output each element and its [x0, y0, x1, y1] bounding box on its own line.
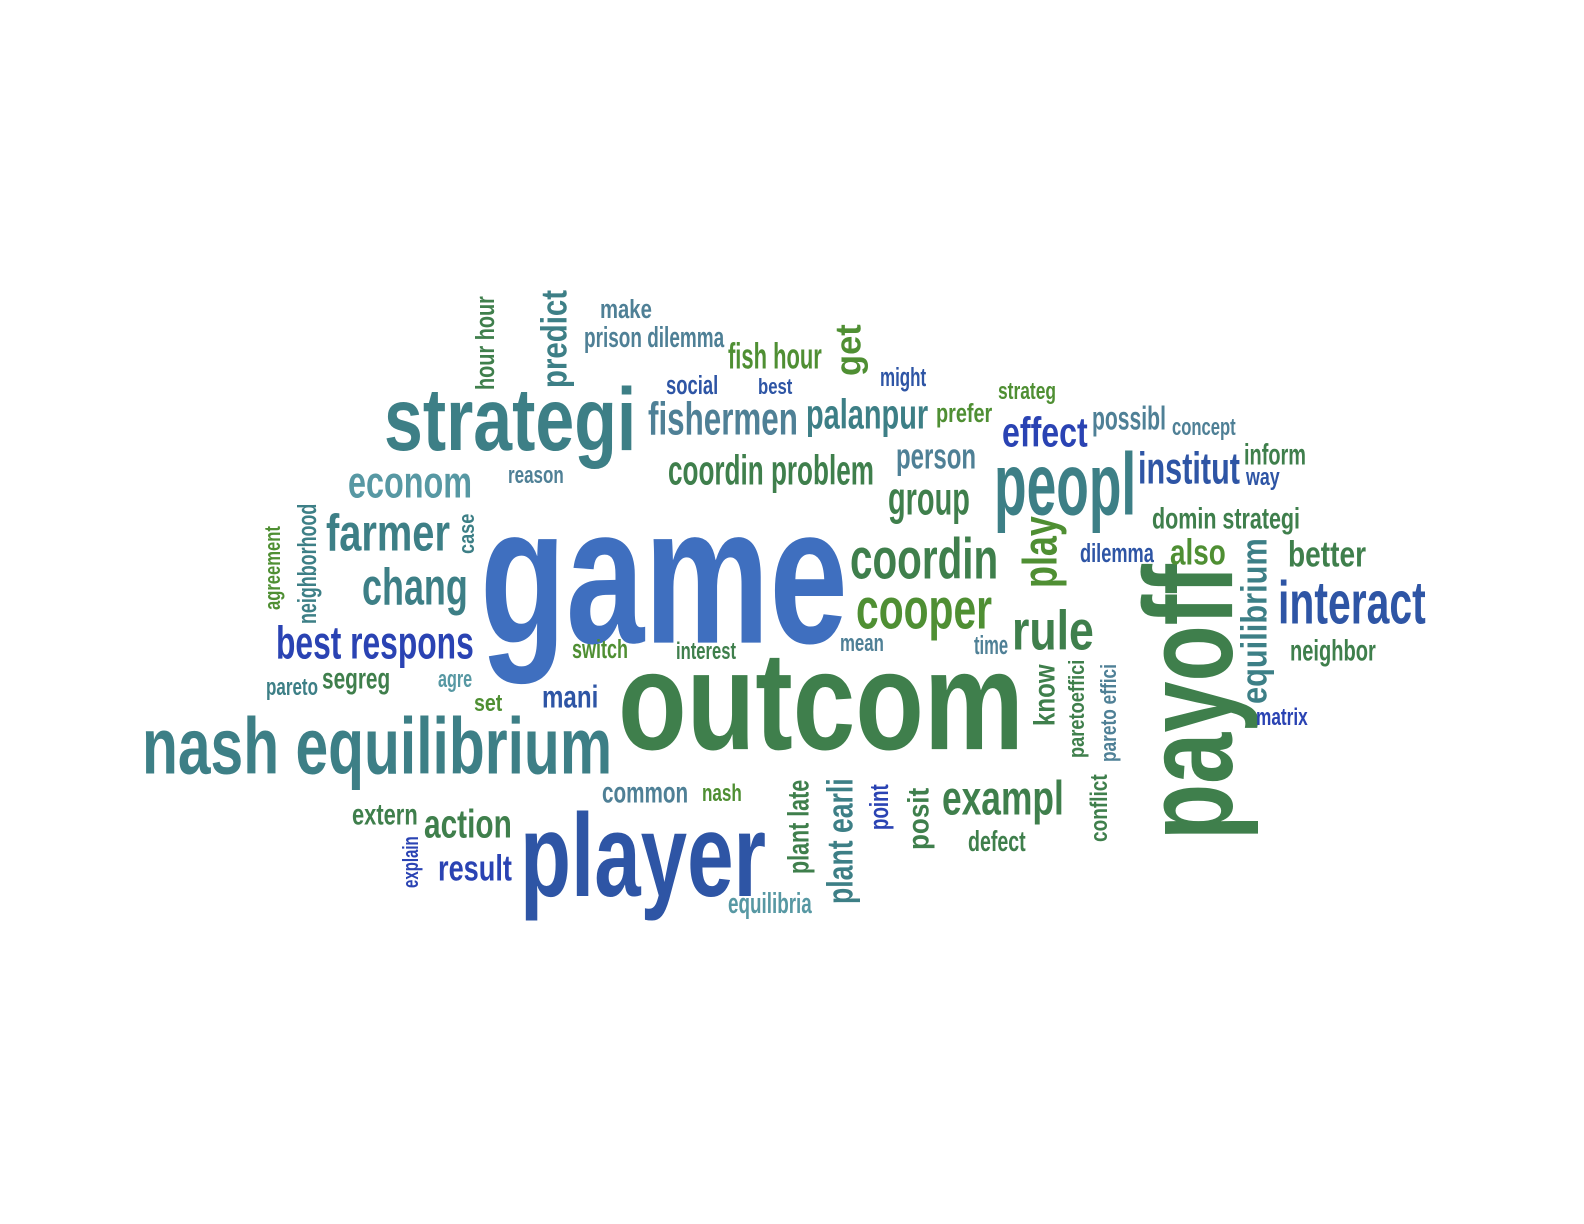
word-make: make — [600, 294, 652, 324]
word-possibl: possibl — [1092, 399, 1166, 437]
word-plant-late: plant late — [781, 779, 815, 874]
word-peopl: peopl — [994, 434, 1137, 534]
word-explain: explain — [398, 836, 423, 888]
word-result: result — [438, 849, 512, 889]
word-neighborhood: neighborhood — [292, 503, 322, 624]
word-player: player — [520, 790, 767, 922]
word-neighbor: neighbor — [1290, 633, 1376, 667]
word-action: action — [424, 801, 512, 846]
word-strategi: strategi — [384, 369, 637, 470]
word-prison-dilemma: prison dilemma — [584, 322, 725, 354]
word-best-respons: best respons — [276, 617, 474, 669]
word-equilibrium: equilibrium — [1235, 538, 1275, 704]
word-also: also — [1170, 533, 1226, 573]
word-conflict: conflict — [1086, 774, 1113, 842]
word-prefer: prefer — [936, 398, 993, 428]
word-person: person — [896, 437, 977, 477]
word-posit: posit — [901, 787, 935, 850]
word-fish-hour: fish hour — [728, 337, 822, 377]
word-outcom: outcom — [618, 623, 1024, 780]
word-agre: agre — [438, 666, 473, 693]
word-time: time — [974, 630, 1009, 660]
word-coordin: coordin — [850, 526, 999, 591]
word-switch: switch — [572, 634, 628, 664]
word-game: game — [480, 465, 848, 685]
word-interest: interest — [676, 638, 736, 665]
word-segreg: segreg — [322, 661, 391, 695]
word-case: case — [454, 513, 479, 554]
word-chang: chang — [362, 558, 468, 616]
word-strateg: strateg — [998, 378, 1056, 405]
word-plant-earli: plant earli — [821, 778, 861, 904]
word-social: social — [666, 370, 719, 400]
word-extern: extern — [352, 797, 418, 831]
word-exampl: exampl — [942, 770, 1064, 825]
word-hour-hour: hour hour — [470, 296, 500, 390]
word-point: point — [864, 784, 894, 830]
word-matrix: matrix — [1256, 704, 1308, 731]
word-play: play — [1012, 516, 1067, 588]
word-equilibria: equilibria — [728, 888, 812, 920]
word-set: set — [474, 690, 503, 717]
word-farmer: farmer — [326, 504, 450, 562]
word-econom: econom — [348, 457, 473, 507]
word-palanpur: palanpur — [806, 391, 929, 438]
word-institut: institut — [1138, 443, 1240, 493]
word-way: way — [1246, 464, 1280, 491]
word-predict: predict — [535, 289, 575, 388]
word-interact: interact — [1278, 570, 1426, 637]
word-group: group — [888, 473, 970, 525]
word-common: common — [602, 775, 689, 809]
word-reason: reason — [508, 462, 564, 489]
word-pareto-effici: pareto effici — [1096, 664, 1121, 762]
word-rule: rule — [1012, 600, 1094, 662]
word-concept: concept — [1172, 414, 1236, 441]
word-payoff: payoff — [1118, 564, 1260, 840]
word-nash-equilibrium: nash equilibrium — [142, 701, 613, 791]
word-get: get — [829, 324, 869, 376]
word-paretoeffici: paretoeffici — [1064, 659, 1089, 758]
word-coordin-problem: coordin problem — [668, 447, 874, 494]
word-defect: defect — [968, 826, 1026, 858]
word-cooper: cooper — [856, 576, 993, 641]
word-dilemma: dilemma — [1080, 538, 1154, 568]
word-mean: mean — [840, 630, 884, 657]
word-nash: nash — [702, 780, 742, 807]
word-might: might — [880, 362, 927, 392]
word-agreement: agreement — [260, 526, 285, 610]
word-know: know — [1027, 664, 1061, 726]
word-mani: mani — [542, 680, 599, 715]
word-better: better — [1288, 535, 1367, 575]
word-best: best — [758, 374, 793, 399]
word-effect: effect — [1002, 409, 1088, 456]
word-inform: inform — [1244, 437, 1306, 471]
word-pareto: pareto — [266, 674, 318, 701]
word-domin-strategi: domin strategi — [1152, 501, 1301, 535]
word-fishermen: fishermen — [648, 393, 798, 445]
